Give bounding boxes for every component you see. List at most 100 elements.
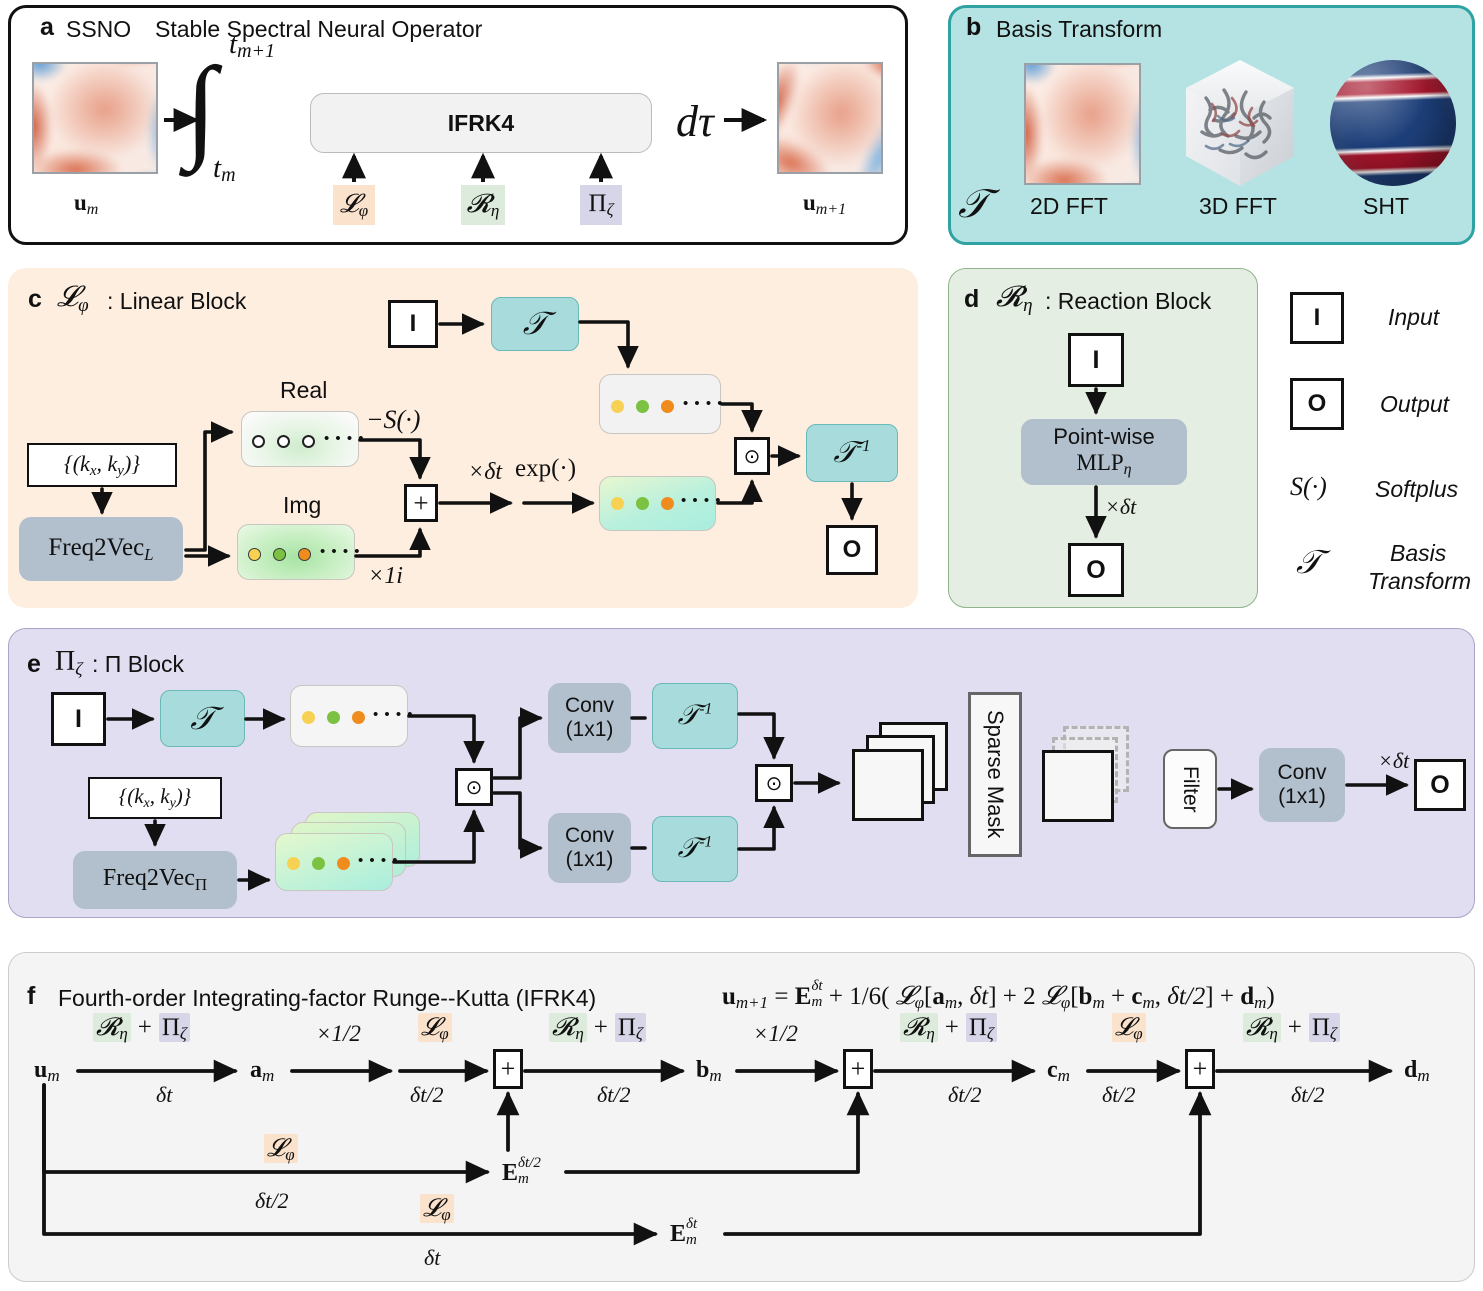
operator-chip-reaction-label: 𝓡η — [466, 189, 500, 220]
legend-output-label: Output — [1380, 391, 1450, 417]
f-plus-label-3: + — [1192, 1054, 1208, 1083]
panel-c-transform-label: 𝒯 — [522, 305, 548, 341]
f-op-RPi-4: 𝓡η + Πζ — [1243, 1013, 1340, 1044]
img-dot-1 — [248, 548, 261, 561]
f-node-um: um — [34, 1057, 60, 1085]
f-sub-dthalf-4: δt/2 — [1102, 1082, 1136, 1107]
pointwise-mlp-box: Point-wise MLPη — [1021, 419, 1187, 485]
sparse-mask-box: Sparse Mask — [968, 692, 1022, 857]
spec-top-dot-2 — [636, 400, 649, 413]
panel-e-symbol: Πζ — [55, 646, 83, 679]
panel-e-input-label: I — [75, 704, 82, 733]
panel-b-title: Basis Transform — [996, 16, 1163, 42]
freq2vec-box-c: Freq2VecL — [19, 517, 183, 581]
legend-output-glyph: O — [1307, 390, 1327, 417]
e-top-dot-2 — [327, 711, 340, 724]
f-node-dm: dm — [1404, 1057, 1430, 1085]
panel-e-conv-box-bottom: Conv (1x1) — [548, 813, 631, 883]
legend-output-box: O — [1290, 378, 1344, 430]
f-plus-label-2: + — [850, 1054, 866, 1083]
panel-d-input-label: I — [1092, 345, 1100, 374]
f-node-am: am — [250, 1057, 275, 1085]
img-label: Img — [283, 492, 322, 518]
conv-final-line2: (1x1) — [1278, 785, 1326, 808]
panel-e-inverse-transform-top: 𝒯-1 — [652, 683, 738, 749]
e-stack-dot-1 — [287, 857, 300, 870]
conv-bottom-line2: (1x1) — [565, 848, 614, 871]
f-node-bm: bm — [696, 1057, 722, 1085]
e-stack-ellipsis: • • • • — [358, 852, 399, 869]
real-dot-3 — [302, 435, 315, 448]
panel-e-hadamard-box-2: ⊙ — [755, 764, 793, 802]
panel-c-plus-box: + — [404, 484, 438, 522]
f-op-L-2: 𝓛φ — [1112, 1013, 1146, 1044]
panel-f-title: Fourth-order Integrating-factor Runge--K… — [58, 985, 597, 1011]
f-sub-dthalf-3: δt/2 — [948, 1082, 982, 1107]
conv-bottom-line1: Conv — [564, 824, 615, 848]
panel-e-output-label: O — [1430, 770, 1450, 799]
f-plus-box-1: + — [493, 1049, 523, 1089]
f-branch-op-L-mid: 𝓛φ — [264, 1134, 298, 1165]
integral-sign: ∫ — [185, 44, 217, 171]
operator-chip-reaction[interactable]: 𝓡η — [461, 185, 505, 225]
legend-softplus-label: Softplus — [1375, 476, 1459, 502]
panel-c-input-label: I — [409, 310, 417, 337]
panel-e-hadamard-label-2: ⊙ — [765, 772, 783, 795]
spec-top-dot-1 — [611, 400, 624, 413]
legend-softplus-glyph: S(·) — [1290, 472, 1327, 501]
freq2vec-label-c: Freq2VecL — [48, 533, 154, 564]
panel-a-output-label: um+1 — [803, 190, 847, 218]
panel-e-dt-label: ×δt — [1378, 748, 1410, 773]
pointwise-mlp-line2: MLPη — [1076, 449, 1132, 478]
conv-top-line2: (1x1) — [565, 718, 614, 741]
input-field-thumbnail — [32, 62, 158, 174]
f-sub-dthalf-1: δt/2 — [410, 1082, 444, 1107]
freq-set-box-c: {(kx, ky)} — [27, 443, 177, 487]
panel-e-input-box: I — [51, 692, 106, 746]
real-vector-box — [241, 411, 359, 467]
operator-chip-linear[interactable]: 𝓛φ — [333, 185, 375, 225]
panel-d-output-label: O — [1086, 555, 1106, 584]
spec-bot-dot-3 — [661, 497, 674, 510]
basis-2d-fft-image — [1024, 63, 1141, 185]
panel-e-conv-box-top: Conv (1x1) — [548, 683, 631, 753]
panel-a-title: Stable Spectral Neural Operator — [155, 16, 483, 42]
img-dot-2 — [273, 548, 286, 561]
panel-c-title: : Linear Block — [107, 288, 247, 314]
e-top-dot-1 — [302, 711, 315, 724]
output-field-thumbnail — [777, 62, 883, 174]
panel-d-letter: d — [964, 285, 980, 313]
panel-c-output-label: O — [842, 536, 862, 563]
filter-box: Filter — [1163, 749, 1217, 829]
panel-a-input-label: um — [74, 190, 99, 218]
spec-bot-dot-1 — [611, 497, 624, 510]
ifrk4-label: IFRK4 — [447, 109, 515, 136]
basis-3d-fft-label: 3D FFT — [1199, 193, 1277, 219]
legend-basis-transform-glyph: 𝒯 — [1296, 545, 1322, 581]
integral-lower-limit: tm — [213, 152, 236, 186]
filter-label: Filter — [1179, 765, 1202, 813]
operator-chip-pi[interactable]: Πζ — [580, 185, 622, 225]
panel-e-inverse-transform-bottom: 𝒯-1 — [652, 816, 738, 882]
freq-set-label-c: {(kx, ky)} — [63, 450, 141, 479]
feature-map-stack-1 — [852, 749, 924, 821]
panel-b-letter: b — [966, 13, 982, 41]
imag-mult-label-c: ×1i — [368, 563, 403, 589]
panel-c-dt-label: ×δt — [468, 459, 503, 485]
e-top-ellipsis: • • • • — [373, 706, 414, 723]
spec-bot-dot-2 — [636, 497, 649, 510]
panel-e-hadamard-box-1: ⊙ — [455, 768, 493, 806]
f-branch-op-L-bot: 𝓛φ — [420, 1194, 454, 1225]
real-label: Real — [280, 377, 328, 403]
real-dot-1 — [252, 435, 265, 448]
pointwise-mlp-line1: Point-wise — [1053, 424, 1155, 450]
panel-e-inverse-transform-label-top: 𝒯-1 — [677, 700, 713, 731]
spec-bot-ellipsis: • • • • — [681, 492, 722, 509]
legend-input-label: Input — [1388, 304, 1440, 330]
panel-e-inverse-transform-label-bottom: 𝒯-1 — [677, 833, 713, 864]
freq2vec-box-e: Freq2VecΠ — [73, 851, 237, 909]
f-sub-dthalf-2: δt/2 — [597, 1082, 631, 1107]
panel-e-transform-label: 𝒯 — [190, 699, 215, 736]
